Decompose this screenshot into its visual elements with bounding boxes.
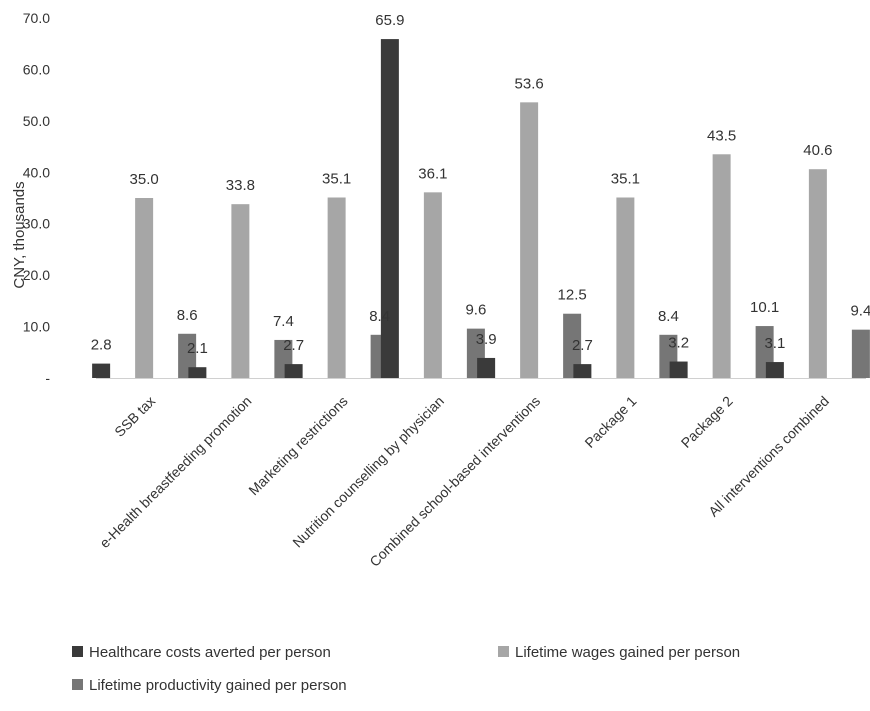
data-labels: 2.8 35.0 8.6 2.1 33.8 7.4 2.7 35.1 8.4 65.9 36.1 9.… xyxy=(91,12,870,357)
y-tick-label: 70.0 xyxy=(23,10,50,26)
bars xyxy=(92,39,870,378)
data-label: 10.1 xyxy=(750,299,779,316)
bar xyxy=(520,102,539,378)
bar xyxy=(327,197,346,378)
data-label: 9.6 xyxy=(465,302,486,319)
data-label: 2.7 xyxy=(572,337,593,354)
data-label: 35.1 xyxy=(322,170,351,187)
data-label: 8.6 xyxy=(177,307,198,324)
y-tick-label: 30.0 xyxy=(23,216,50,232)
x-category-label: Package 2 xyxy=(678,393,736,451)
legend-label: Lifetime productivity gained per person xyxy=(89,677,347,694)
x-category-label: e-Health breastfeeding promotion xyxy=(96,393,254,551)
y-axis-ticks: - 10.0 20.0 30.0 40.0 50.0 60.0 70.0 xyxy=(23,10,51,386)
bar xyxy=(188,367,207,378)
data-label: 36.1 xyxy=(418,165,447,182)
y-tick-label: - xyxy=(45,370,50,386)
data-label: 3.1 xyxy=(764,335,785,352)
data-label: 12.5 xyxy=(558,287,587,304)
y-tick-label: 40.0 xyxy=(23,164,50,180)
data-label: 43.5 xyxy=(707,127,736,144)
y-axis-title-group: CNY, thousands xyxy=(11,181,28,288)
data-label: 35.1 xyxy=(611,170,640,187)
legend-label: Lifetime wages gained per person xyxy=(515,644,740,661)
y-tick-label: 60.0 xyxy=(23,61,50,77)
bar xyxy=(616,197,635,378)
legend-swatch xyxy=(72,646,83,657)
bar xyxy=(135,198,154,378)
bar xyxy=(669,361,688,378)
bar xyxy=(573,364,592,378)
y-tick-label: 50.0 xyxy=(23,113,50,129)
bar xyxy=(563,313,582,378)
data-label: 40.6 xyxy=(803,142,832,159)
x-category-label: Package 1 xyxy=(581,393,639,451)
data-label: 8.4 xyxy=(369,308,390,325)
data-label: 3.9 xyxy=(476,331,497,348)
y-tick-label: 20.0 xyxy=(23,267,50,283)
legend: Healthcare costs averted per person Lifet… xyxy=(72,644,740,694)
legend-swatch xyxy=(498,646,509,657)
bar xyxy=(380,39,399,378)
data-label: 3.2 xyxy=(668,335,689,352)
bar xyxy=(231,204,250,378)
data-label: 2.1 xyxy=(187,340,208,357)
bar xyxy=(178,333,197,378)
bar xyxy=(851,329,870,378)
data-label: 35.0 xyxy=(130,171,159,188)
data-label: 2.7 xyxy=(283,337,304,354)
data-label: 7.4 xyxy=(273,313,294,330)
legend-label: Healthcare costs averted per person xyxy=(89,644,331,661)
data-label: 2.8 xyxy=(91,337,112,354)
bar xyxy=(423,192,442,378)
bar xyxy=(808,169,827,378)
y-tick-label: 10.0 xyxy=(23,319,50,335)
x-category-label: SSB tax xyxy=(111,393,158,440)
legend-swatch xyxy=(72,679,83,690)
x-category-label: Marketing restrictions xyxy=(245,393,350,498)
bar xyxy=(92,363,111,378)
data-label: 8.4 xyxy=(658,308,679,325)
data-label: 9.4 xyxy=(850,303,870,320)
bar xyxy=(477,357,496,378)
bar xyxy=(284,364,303,378)
bar xyxy=(712,154,731,378)
bar xyxy=(765,362,784,378)
data-label: 33.8 xyxy=(226,177,255,194)
x-category-label: Combined school-based interventions xyxy=(366,393,543,570)
data-label: 53.6 xyxy=(515,75,544,92)
data-label: 65.9 xyxy=(375,12,404,29)
y-axis-title: CNY, thousands xyxy=(11,181,28,288)
x-category-label: Nutrition counselling by physician xyxy=(289,393,447,551)
